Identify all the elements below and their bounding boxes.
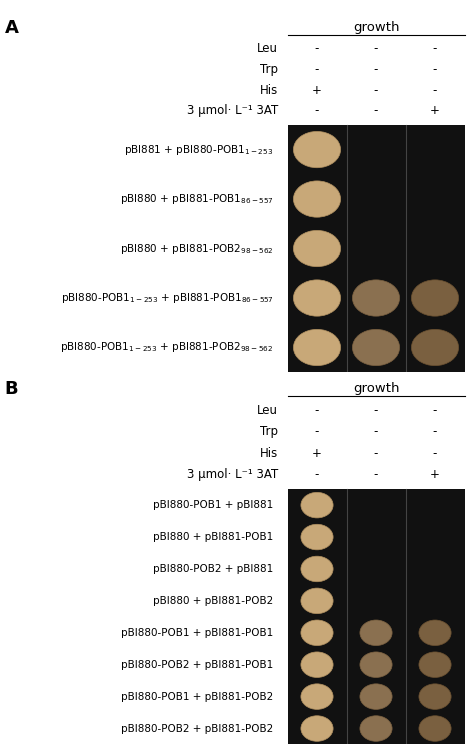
Text: pBI880 + pBI881-POB1: pBI880 + pBI881-POB1 [154, 532, 273, 542]
Text: His: His [260, 83, 278, 97]
Text: +: + [312, 83, 322, 97]
Text: -: - [374, 404, 378, 417]
Text: pBI880 + pBI881-POB1$_{86-557}$: pBI880 + pBI881-POB1$_{86-557}$ [120, 192, 273, 206]
Text: -: - [374, 426, 378, 438]
Text: -: - [315, 404, 319, 417]
Text: Leu: Leu [257, 404, 278, 417]
Text: -: - [433, 447, 437, 460]
Text: His: His [260, 447, 278, 460]
Text: -: - [315, 468, 319, 481]
Text: Trp: Trp [260, 426, 278, 438]
Circle shape [411, 280, 459, 316]
Circle shape [419, 716, 451, 741]
Circle shape [352, 329, 400, 365]
Text: growth: growth [353, 381, 399, 395]
Text: pBI880-POB1$_{1-253}$ + pBI881-POB2$_{98-562}$: pBI880-POB1$_{1-253}$ + pBI881-POB2$_{98… [60, 341, 273, 354]
Text: +: + [312, 447, 322, 460]
Text: -: - [433, 404, 437, 417]
Circle shape [352, 280, 400, 316]
Text: pBI880 + pBI881-POB2$_{98-562}$: pBI880 + pBI881-POB2$_{98-562}$ [120, 241, 273, 256]
Circle shape [301, 652, 333, 678]
Text: growth: growth [353, 20, 399, 34]
Text: 3 μmol· L⁻¹ 3AT: 3 μmol· L⁻¹ 3AT [187, 105, 278, 117]
Text: pBI881 + pBI880-POB1$_{1-253}$: pBI881 + pBI880-POB1$_{1-253}$ [125, 143, 273, 156]
Text: -: - [315, 63, 319, 76]
Text: A: A [5, 19, 18, 37]
Circle shape [360, 716, 392, 741]
Text: -: - [374, 83, 378, 97]
Circle shape [411, 329, 459, 365]
Text: pBI880-POB2 + pBI881: pBI880-POB2 + pBI881 [154, 564, 273, 574]
Circle shape [301, 524, 333, 550]
Text: -: - [433, 42, 437, 55]
Circle shape [293, 132, 341, 168]
Circle shape [301, 493, 333, 518]
Text: -: - [374, 105, 378, 117]
Text: -: - [315, 426, 319, 438]
Circle shape [360, 652, 392, 678]
Text: -: - [433, 426, 437, 438]
Text: pBI880-POB2 + pBI881-POB1: pBI880-POB2 + pBI881-POB1 [121, 660, 273, 670]
Circle shape [293, 181, 341, 217]
Text: pBI880 + pBI881-POB2: pBI880 + pBI881-POB2 [154, 596, 273, 606]
Text: -: - [374, 468, 378, 481]
Text: 3 μmol· L⁻¹ 3AT: 3 μmol· L⁻¹ 3AT [187, 468, 278, 481]
Text: -: - [374, 42, 378, 55]
Circle shape [419, 620, 451, 645]
Circle shape [360, 620, 392, 645]
Circle shape [419, 652, 451, 678]
Circle shape [301, 588, 333, 614]
Circle shape [301, 684, 333, 709]
Text: pBI880-POB1 + pBI881-POB1: pBI880-POB1 + pBI881-POB1 [121, 628, 273, 638]
Circle shape [301, 556, 333, 582]
Circle shape [301, 620, 333, 645]
Text: pBI880-POB1$_{1-253}$ + pBI881-POB1$_{86-557}$: pBI880-POB1$_{1-253}$ + pBI881-POB1$_{86… [61, 291, 273, 305]
Text: -: - [433, 83, 437, 97]
Text: +: + [430, 468, 440, 481]
Text: -: - [374, 63, 378, 76]
Circle shape [419, 684, 451, 709]
Circle shape [301, 716, 333, 741]
Circle shape [293, 230, 341, 267]
Text: B: B [5, 380, 18, 398]
Circle shape [293, 329, 341, 365]
Text: -: - [315, 105, 319, 117]
Text: Trp: Trp [260, 63, 278, 76]
Text: -: - [374, 447, 378, 460]
Bar [288, 489, 465, 744]
Circle shape [293, 280, 341, 316]
Text: Leu: Leu [257, 42, 278, 55]
Text: pBI880-POB1 + pBI881-POB2: pBI880-POB1 + pBI881-POB2 [121, 692, 273, 702]
Text: pBI880-POB2 + pBI881-POB2: pBI880-POB2 + pBI881-POB2 [121, 723, 273, 733]
Text: -: - [433, 63, 437, 76]
Text: -: - [315, 42, 319, 55]
Bar [288, 125, 465, 372]
Text: pBI880-POB1 + pBI881: pBI880-POB1 + pBI881 [154, 500, 273, 510]
Circle shape [360, 684, 392, 709]
Text: +: + [430, 105, 440, 117]
